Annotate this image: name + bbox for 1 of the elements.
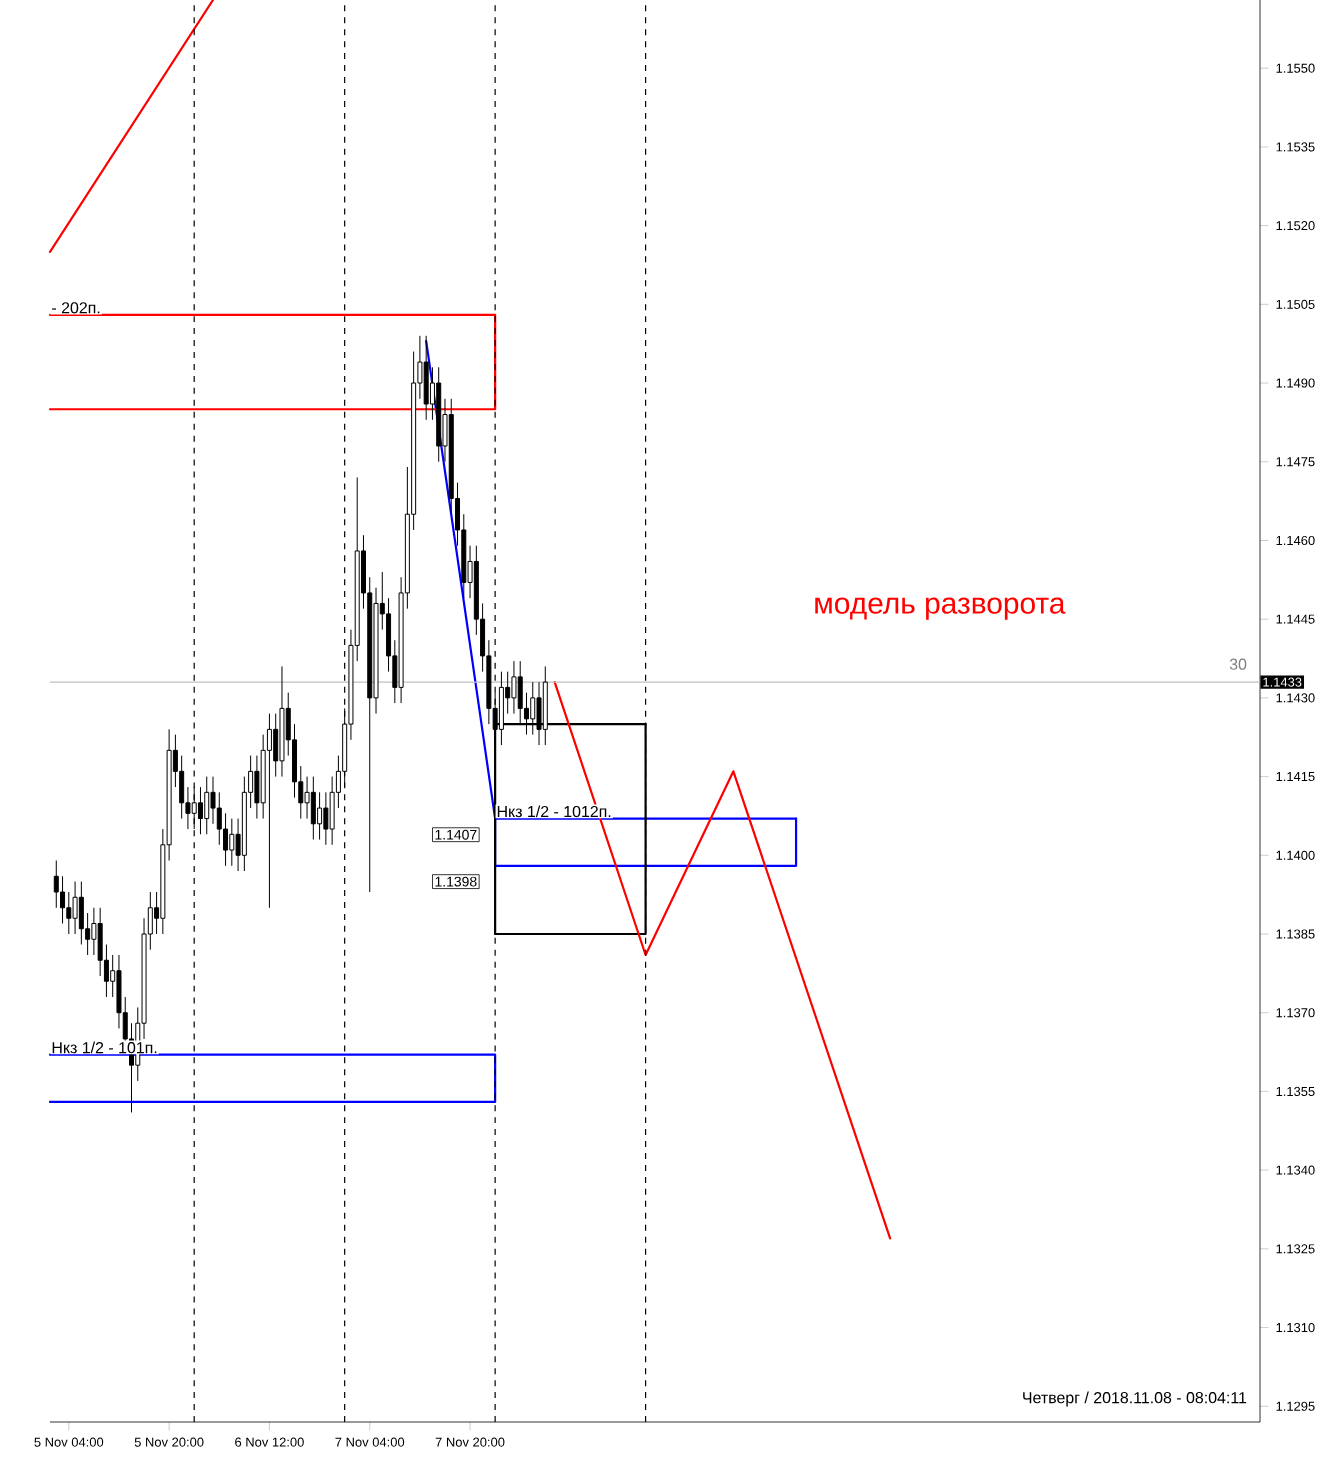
annotation: модель разворота (815, 597, 1066, 620)
